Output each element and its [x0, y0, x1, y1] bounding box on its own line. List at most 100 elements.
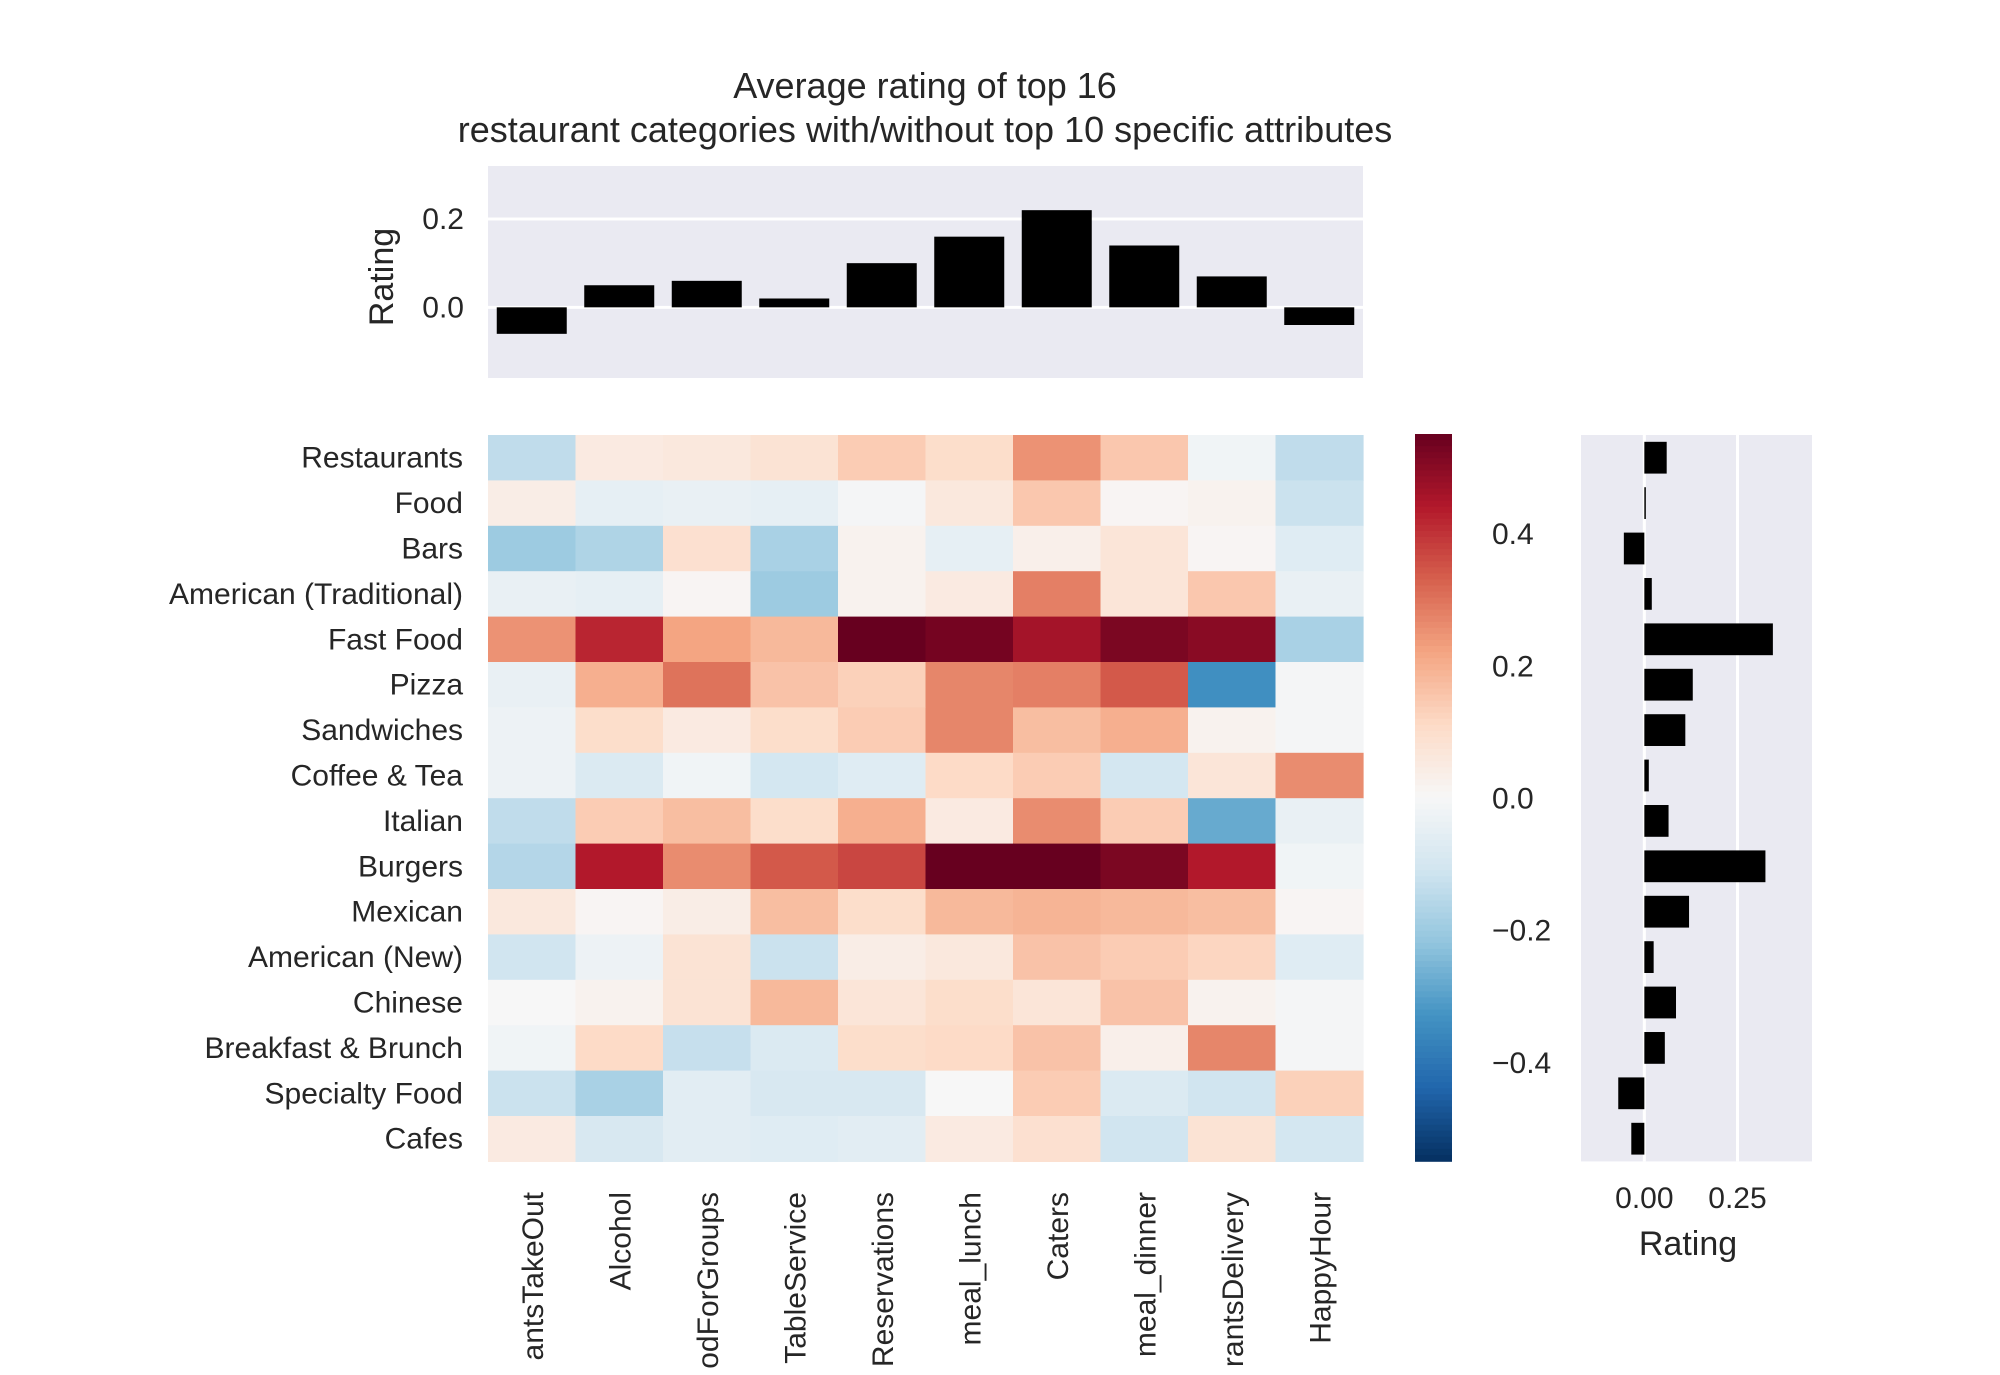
colorbar-segment [1415, 955, 1452, 962]
heatmap-cell [575, 1070, 664, 1117]
side-bar [1644, 805, 1669, 837]
colorbar-segment [1415, 1015, 1452, 1023]
column-label: rantsDelivery [1217, 1192, 1250, 1367]
heatmap-cell [1275, 480, 1364, 527]
colorbar-segment [1415, 767, 1452, 775]
side-bar [1644, 441, 1667, 474]
heatmap-cell [488, 1025, 577, 1072]
colorbar-segment [1415, 694, 1452, 702]
top-bar [1109, 245, 1180, 308]
heatmap-cell [1100, 480, 1189, 527]
row-label: Burgers [358, 850, 463, 883]
side-bar [1644, 668, 1693, 701]
heatmap-cell [1013, 1025, 1102, 1072]
colorbar-segment [1415, 621, 1452, 629]
heatmap-cell [925, 525, 1014, 572]
heatmap-cell [575, 752, 664, 799]
heatmap-cell [575, 798, 664, 845]
colorbar-segment [1415, 470, 1452, 478]
colorbar-segment [1415, 924, 1452, 932]
colorbar-segment [1415, 482, 1452, 490]
heatmap-cell [1013, 843, 1102, 890]
heatmap-cell [1188, 1070, 1277, 1117]
heatmap-cell [488, 571, 577, 618]
heatmap-cell [1013, 979, 1102, 1026]
side-bar [1644, 1032, 1665, 1064]
heatmap-cell [575, 843, 664, 890]
colorbar-tick-label: 0.2 [1492, 650, 1534, 683]
colorbar-segment [1415, 1088, 1452, 1096]
colorbar-segment [1415, 1130, 1452, 1138]
top-bar [1196, 276, 1267, 308]
colorbar-segment [1415, 1009, 1452, 1017]
colorbar-segment [1415, 573, 1452, 581]
colorbar-segment [1415, 882, 1452, 890]
colorbar-segment [1415, 821, 1452, 829]
colorbar-segment [1415, 682, 1452, 690]
heatmap-cell [838, 616, 927, 663]
row-label: Sandwiches [301, 714, 463, 747]
heatmap-cell [575, 616, 664, 663]
side-bar [1618, 1077, 1645, 1110]
heatmap-cell [1188, 1116, 1277, 1162]
heatmap-cell [838, 707, 927, 754]
colorbar-segment [1415, 906, 1452, 914]
colorbar-segment [1415, 561, 1452, 569]
colorbar-segment [1415, 591, 1452, 599]
heatmap-cell [750, 1025, 839, 1072]
colorbar-segment [1415, 930, 1452, 938]
heatmap-cell [1188, 889, 1277, 935]
colorbar-segment [1415, 724, 1452, 732]
row-label: Pizza [390, 669, 464, 702]
heatmap-cell [575, 571, 664, 618]
heatmap-cell [575, 525, 664, 572]
row-rating-bar-chart: 0.00 0.25 [1581, 435, 1812, 1215]
heatmap-cell [1100, 616, 1189, 663]
heatmap-cell [1100, 707, 1189, 754]
column-label: antsTakeOut [517, 1191, 550, 1360]
colorbar-segment [1415, 706, 1452, 714]
chart-title-line-1: Average rating of top 16 [733, 65, 1117, 106]
colorbar-segment [1415, 779, 1452, 787]
heatmap-cell [750, 798, 839, 845]
heatmap-cell [1013, 435, 1102, 481]
colorbar-segment [1415, 603, 1452, 611]
colorbar-segment [1415, 1112, 1452, 1120]
colorbar-segment [1415, 761, 1452, 769]
heatmap-cell [750, 707, 839, 754]
heatmap-cell [750, 571, 839, 618]
top-bar [671, 280, 742, 308]
heatmap-cell [488, 1116, 577, 1162]
heatmap-cell [1100, 1116, 1189, 1162]
colorbar-segment [1415, 870, 1452, 878]
heatmap-cell [925, 1070, 1014, 1117]
heatmap-cell [838, 1116, 927, 1162]
heatmap-cell [1275, 843, 1364, 890]
heatmap-cell [925, 979, 1014, 1026]
row-label: American (Traditional) [169, 578, 463, 611]
row-label: Restaurants [301, 442, 463, 475]
heatmap-cell [488, 798, 577, 845]
colorbar-segment [1415, 888, 1452, 896]
heatmap-cell [925, 707, 1014, 754]
heatmap-cell [575, 889, 664, 935]
colorbar-segment [1415, 973, 1452, 981]
colorbar-segment [1415, 948, 1452, 956]
heatmap-cell [925, 889, 1014, 935]
heatmap-cell [1188, 979, 1277, 1026]
colorbar-tick-label: 0.4 [1492, 518, 1534, 551]
heatmap-cell [1013, 525, 1102, 572]
colorbar-segment [1415, 1051, 1452, 1059]
colorbar-segment [1415, 567, 1452, 575]
heatmap-cell [663, 1025, 752, 1072]
row-label: Coffee & Tea [291, 760, 464, 793]
colorbar-segment [1415, 1136, 1452, 1144]
heatmap-cell [925, 616, 1014, 663]
row-label: Mexican [351, 896, 463, 929]
colorbar-segment [1415, 434, 1452, 441]
heatmap-cell [1188, 662, 1277, 708]
colorbar-segment [1415, 1058, 1452, 1065]
side-bar-xtick: 0.00 [1615, 1182, 1673, 1215]
top-bar-ytick: 0.0 [422, 291, 464, 324]
heatmap-cell [1013, 571, 1102, 618]
